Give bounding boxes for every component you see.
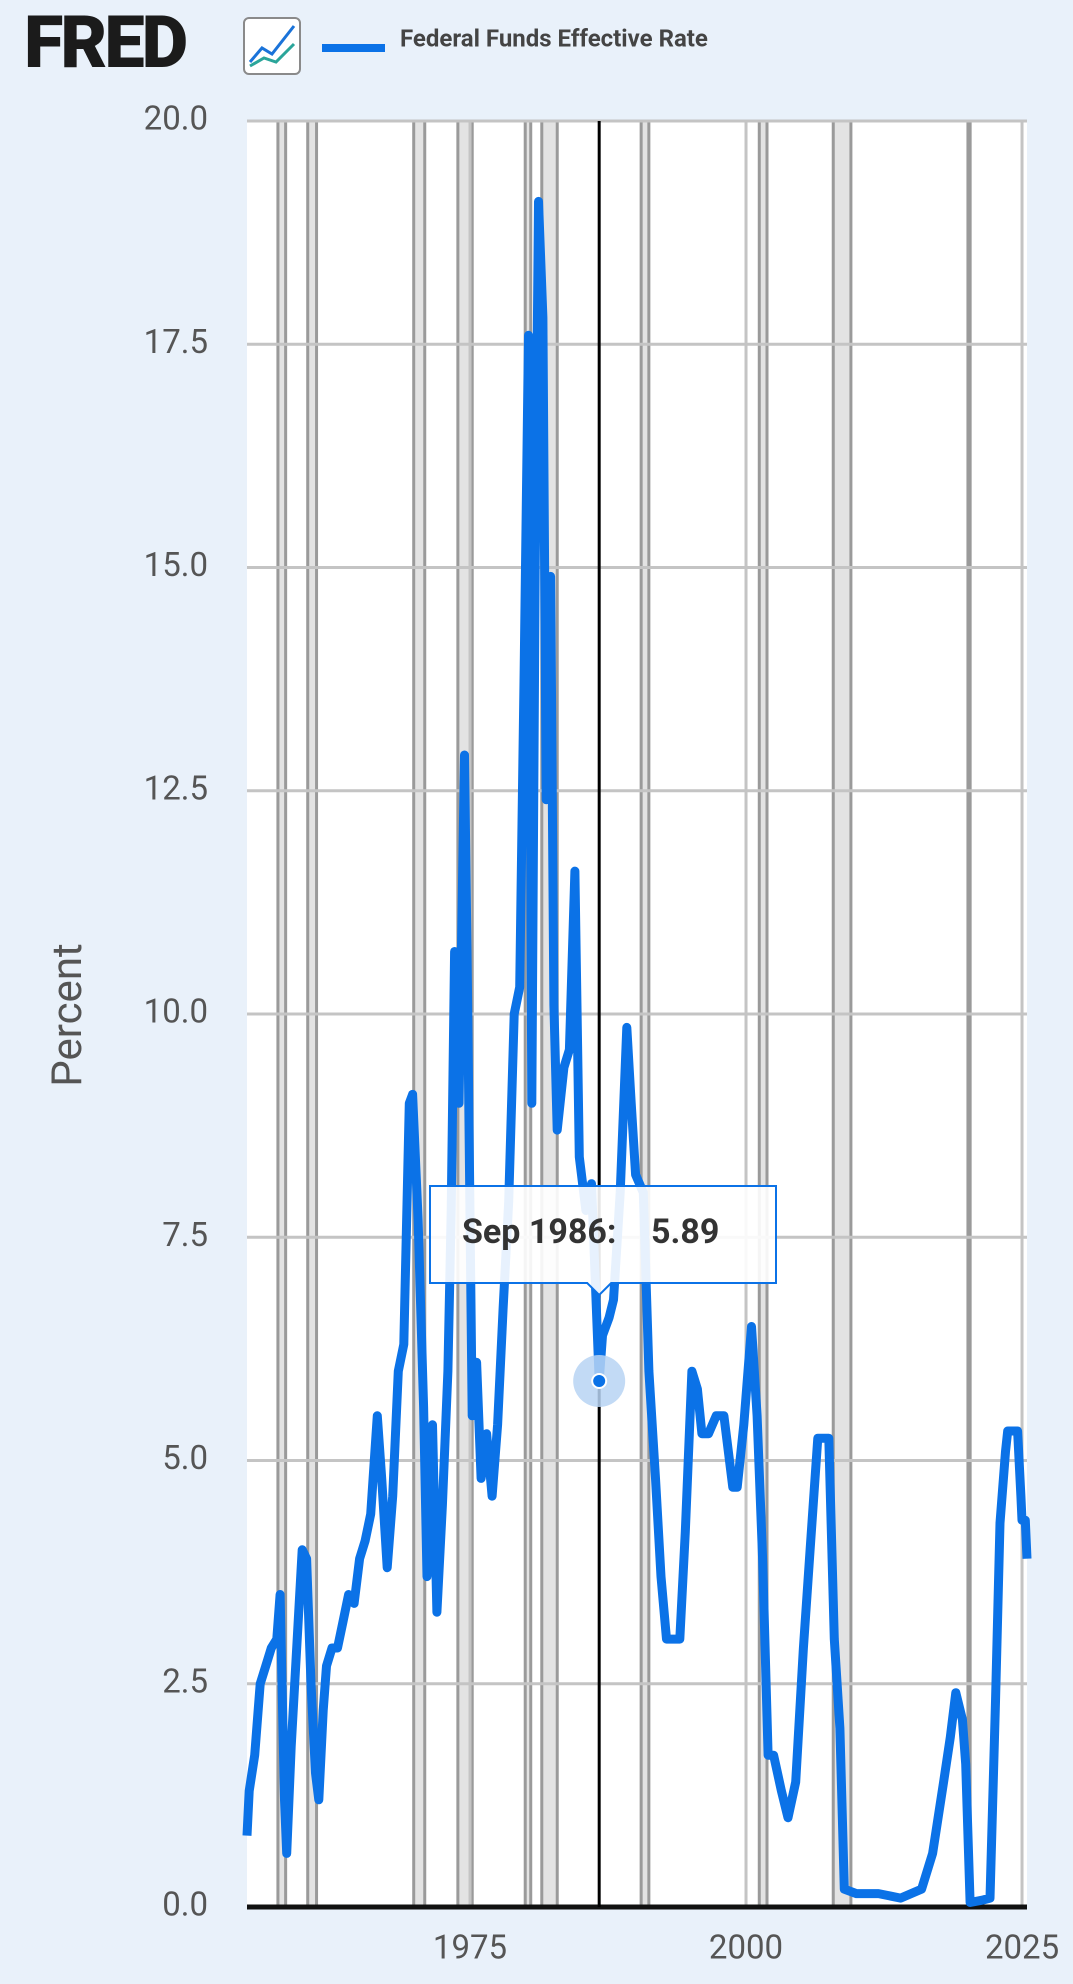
x-tick-label: 2025 [985, 1929, 1059, 1968]
y-tick-label: 10.0 [144, 993, 208, 1032]
y-tick-label: 17.5 [144, 323, 208, 362]
y-tick-label: 2.5 [162, 1662, 208, 1701]
chart-icon [243, 17, 301, 75]
x-tick-label: 2000 [709, 1929, 783, 1968]
y-tick-label: 7.5 [162, 1216, 208, 1255]
data-line [242, 196, 1032, 1907]
hover-point [591, 1373, 608, 1390]
y-tick-label: 20.0 [144, 100, 208, 139]
y-tick-label: 15.0 [144, 546, 208, 585]
tooltip-value: 5.89 [651, 1212, 719, 1252]
y-tick-label: 5.0 [162, 1439, 208, 1478]
tooltip-box [429, 1185, 777, 1297]
y-axis-label: Percent [43, 943, 92, 1087]
tooltip-label: Sep 1986: [462, 1212, 616, 1252]
legend-label: Federal Funds Effective Rate [400, 24, 708, 52]
y-tick-label: 12.5 [144, 769, 208, 808]
brand-logo: FRED [24, 0, 187, 85]
x-tick-label: 1975 [433, 1929, 507, 1968]
y-tick-label: 0.0 [162, 1886, 208, 1925]
